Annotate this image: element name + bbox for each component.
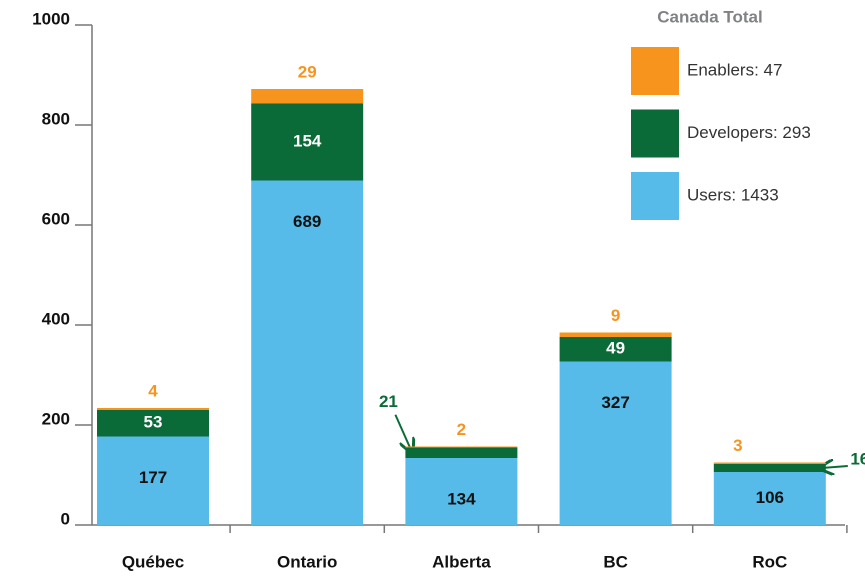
data-label: 53 bbox=[144, 413, 163, 432]
data-label: 689 bbox=[293, 212, 321, 231]
bar-segment bbox=[405, 446, 518, 448]
bar-segment bbox=[251, 180, 364, 525]
data-label: 29 bbox=[298, 62, 317, 81]
x-tick-label: RoC bbox=[752, 552, 787, 571]
legend-label: Enablers: 47 bbox=[687, 60, 782, 79]
bar-segment bbox=[559, 337, 672, 362]
data-label: 106 bbox=[756, 488, 784, 507]
callout-arrow bbox=[822, 466, 848, 468]
y-tick-label: 400 bbox=[42, 309, 70, 328]
callout-arrow bbox=[394, 414, 411, 451]
bar-segment bbox=[97, 410, 209, 437]
y-tick-label: 800 bbox=[42, 109, 70, 128]
legend-label: Developers: 293 bbox=[687, 123, 811, 142]
bar-segment bbox=[559, 332, 672, 337]
data-label: 4 bbox=[148, 381, 158, 400]
bar-segment bbox=[713, 462, 826, 464]
legend-label: Users: 1433 bbox=[687, 185, 779, 204]
bar-segment bbox=[251, 89, 364, 104]
bar-segment bbox=[405, 458, 518, 525]
data-label: 327 bbox=[601, 393, 629, 412]
legend-swatch bbox=[631, 47, 679, 95]
x-tick-label: Québec bbox=[122, 552, 184, 571]
data-label: 49 bbox=[606, 339, 625, 358]
y-tick-label: 0 bbox=[61, 509, 70, 528]
legend-swatch bbox=[631, 109, 679, 158]
data-label: 177 bbox=[139, 468, 167, 487]
y-tick-label: 1000 bbox=[32, 9, 70, 28]
y-tick-label: 600 bbox=[42, 209, 70, 228]
bar-segment bbox=[559, 361, 672, 525]
y-tick-label: 200 bbox=[42, 409, 70, 428]
bar-segment bbox=[97, 408, 209, 410]
bar-segment bbox=[713, 472, 826, 525]
data-label: 3 bbox=[733, 436, 742, 455]
legend-title: Canada Total bbox=[657, 7, 762, 26]
bar-segment bbox=[713, 464, 826, 472]
bar-segment bbox=[97, 436, 209, 525]
bar-segment bbox=[405, 447, 518, 458]
bar-segment bbox=[251, 103, 364, 181]
data-label: 9 bbox=[611, 306, 620, 325]
x-tick-label: BC bbox=[603, 552, 628, 571]
data-label: 16 bbox=[850, 449, 865, 468]
x-tick-label: Ontario bbox=[277, 552, 337, 571]
data-label: 134 bbox=[447, 489, 476, 508]
data-label: 154 bbox=[293, 131, 322, 150]
x-tick-label: Alberta bbox=[432, 552, 491, 571]
data-label: 21 bbox=[379, 392, 398, 411]
legend-swatch bbox=[631, 172, 679, 220]
data-label: 2 bbox=[457, 420, 466, 439]
